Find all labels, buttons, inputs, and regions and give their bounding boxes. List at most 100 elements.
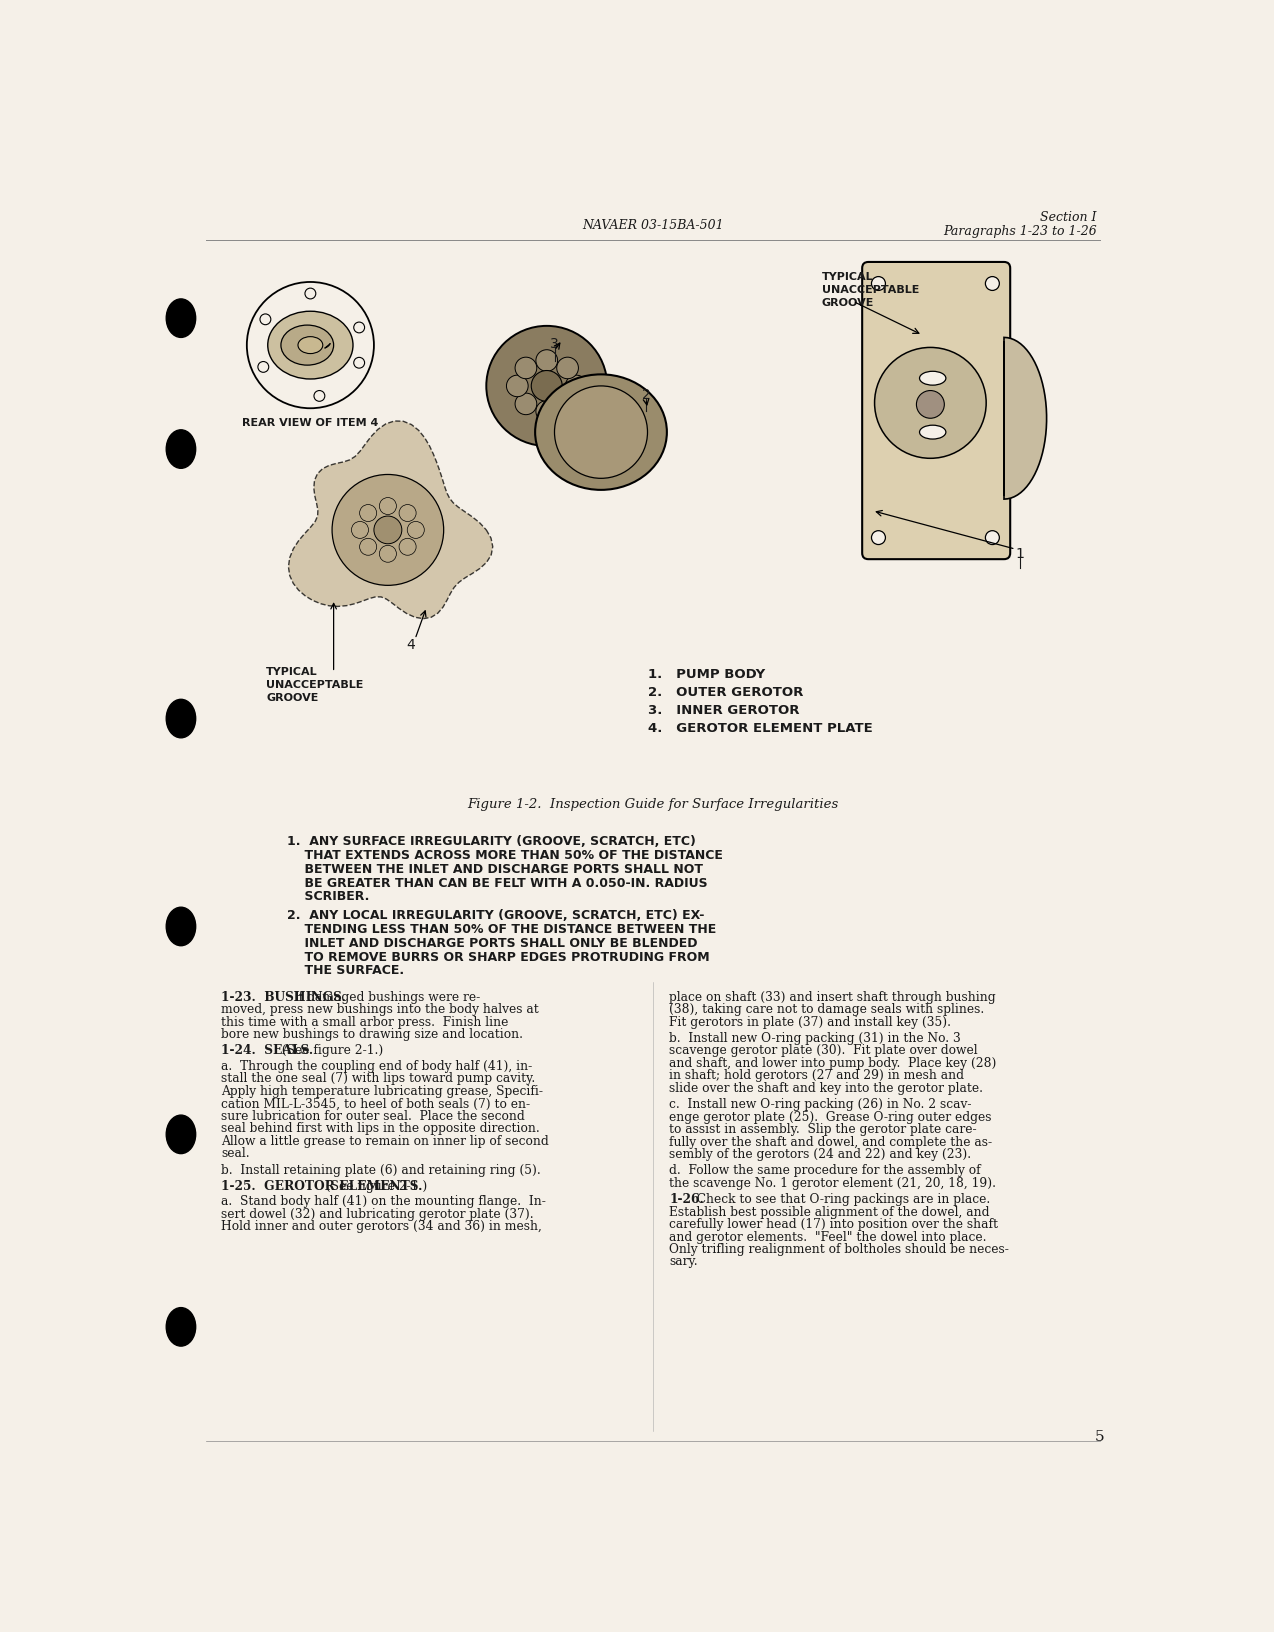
Circle shape	[916, 392, 944, 419]
Circle shape	[375, 517, 401, 545]
Circle shape	[354, 357, 364, 369]
Text: TYPICAL: TYPICAL	[822, 271, 874, 282]
Text: 1: 1	[1015, 547, 1024, 561]
Ellipse shape	[920, 426, 945, 439]
Text: the scavenge No. 1 gerotor element (21, 20, 18, 19).: the scavenge No. 1 gerotor element (21, …	[669, 1177, 996, 1190]
Text: UNACCEPTABLE: UNACCEPTABLE	[266, 679, 363, 689]
Text: Paragraphs 1-23 to 1-26: Paragraphs 1-23 to 1-26	[943, 225, 1097, 238]
Text: TYPICAL: TYPICAL	[266, 666, 317, 676]
Text: scavenge gerotor plate (30).  Fit plate over dowel: scavenge gerotor plate (30). Fit plate o…	[669, 1044, 978, 1056]
Circle shape	[531, 372, 562, 401]
Text: fully over the shaft and dowel, and complete the as-: fully over the shaft and dowel, and comp…	[669, 1134, 992, 1147]
Text: cation MIL-L-3545, to heel of both seals (7) to en-: cation MIL-L-3545, to heel of both seals…	[222, 1097, 530, 1110]
Ellipse shape	[166, 431, 196, 468]
Circle shape	[487, 326, 608, 447]
Text: this time with a small arbor press.  Finish line: this time with a small arbor press. Fini…	[222, 1015, 508, 1028]
Circle shape	[257, 362, 269, 374]
Text: a.  Stand body half (41) on the mounting flange.  In-: a. Stand body half (41) on the mounting …	[222, 1195, 547, 1208]
Ellipse shape	[166, 907, 196, 947]
Text: enge gerotor plate (25).  Grease O-ring outer edges: enge gerotor plate (25). Grease O-ring o…	[669, 1110, 991, 1123]
Text: BETWEEN THE INLET AND DISCHARGE PORTS SHALL NOT: BETWEEN THE INLET AND DISCHARGE PORTS SH…	[287, 862, 703, 875]
Text: Check to see that O-ring packings are in place.: Check to see that O-ring packings are in…	[689, 1193, 991, 1206]
Circle shape	[354, 323, 364, 333]
Text: seal behind first with lips in the opposite direction.: seal behind first with lips in the oppos…	[222, 1121, 540, 1134]
Text: 2.  ANY LOCAL IRREGULARITY (GROOVE, SCRATCH, ETC) EX-: 2. ANY LOCAL IRREGULARITY (GROOVE, SCRAT…	[287, 909, 705, 922]
Ellipse shape	[535, 375, 666, 491]
Text: If damaged bushings were re-: If damaged bushings were re-	[285, 991, 480, 1004]
Text: Establish best possible alignment of the dowel, and: Establish best possible alignment of the…	[669, 1204, 990, 1217]
Text: GROOVE: GROOVE	[266, 692, 318, 702]
Circle shape	[515, 357, 536, 380]
Text: 2.   OUTER GEROTOR: 2. OUTER GEROTOR	[647, 685, 803, 698]
Text: place on shaft (33) and insert shaft through bushing: place on shaft (33) and insert shaft thr…	[669, 991, 996, 1004]
Text: Allow a little grease to remain on inner lip of second: Allow a little grease to remain on inner…	[222, 1134, 549, 1147]
Circle shape	[515, 393, 536, 416]
Circle shape	[566, 375, 587, 398]
Circle shape	[399, 539, 417, 557]
Text: Fit gerotors in plate (37) and install key (35).: Fit gerotors in plate (37) and install k…	[669, 1015, 952, 1028]
Text: 1-26.: 1-26.	[669, 1193, 705, 1206]
Circle shape	[380, 547, 396, 563]
Text: sure lubrication for outer seal.  Place the second: sure lubrication for outer seal. Place t…	[222, 1110, 525, 1123]
Circle shape	[874, 348, 986, 459]
Text: slide over the shaft and key into the gerotor plate.: slide over the shaft and key into the ge…	[669, 1080, 984, 1093]
Circle shape	[313, 392, 325, 401]
Text: Figure 1-2.  Inspection Guide for Surface Irregularities: Figure 1-2. Inspection Guide for Surface…	[468, 798, 838, 809]
Text: THE SURFACE.: THE SURFACE.	[287, 965, 404, 978]
Circle shape	[408, 522, 424, 539]
Text: THAT EXTENDS ACROSS MORE THAN 50% OF THE DISTANCE: THAT EXTENDS ACROSS MORE THAN 50% OF THE…	[287, 849, 724, 862]
Text: 5: 5	[1096, 1430, 1105, 1443]
Text: Only trifling realignment of boltholes should be neces-: Only trifling realignment of boltholes s…	[669, 1242, 1009, 1255]
Ellipse shape	[298, 338, 322, 354]
Ellipse shape	[166, 1307, 196, 1346]
Text: 1-25.  GEROTOR ELEMENTS.: 1-25. GEROTOR ELEMENTS.	[222, 1180, 423, 1191]
Text: sembly of the gerotors (24 and 22) and key (23).: sembly of the gerotors (24 and 22) and k…	[669, 1147, 971, 1160]
Text: (See figure 2-1.): (See figure 2-1.)	[318, 1180, 427, 1191]
Ellipse shape	[166, 700, 196, 738]
Text: in shaft; hold gerotors (27 and 29) in mesh and: in shaft; hold gerotors (27 and 29) in m…	[669, 1069, 964, 1082]
Ellipse shape	[166, 1115, 196, 1154]
Text: INLET AND DISCHARGE PORTS SHALL ONLY BE BLENDED: INLET AND DISCHARGE PORTS SHALL ONLY BE …	[287, 937, 698, 950]
Ellipse shape	[268, 312, 353, 380]
Text: and gerotor elements.  "Feel" the dowel into place.: and gerotor elements. "Feel" the dowel i…	[669, 1231, 986, 1244]
Text: stall the one seal (7) with lips toward pump cavity.: stall the one seal (7) with lips toward …	[222, 1072, 535, 1085]
Circle shape	[304, 289, 316, 300]
Ellipse shape	[282, 326, 334, 366]
Polygon shape	[1004, 338, 1046, 499]
Circle shape	[557, 393, 578, 416]
Text: d.  Follow the same procedure for the assembly of: d. Follow the same procedure for the ass…	[669, 1164, 981, 1177]
Polygon shape	[325, 344, 330, 349]
Circle shape	[380, 498, 396, 516]
Circle shape	[359, 506, 377, 522]
Circle shape	[985, 532, 999, 545]
Text: 1-24.  SEALS.: 1-24. SEALS.	[222, 1044, 313, 1056]
Circle shape	[536, 351, 558, 372]
Text: UNACCEPTABLE: UNACCEPTABLE	[822, 284, 920, 295]
Text: to assist in assembly.  Slip the gerotor plate care-: to assist in assembly. Slip the gerotor …	[669, 1123, 977, 1136]
Circle shape	[871, 277, 885, 290]
Polygon shape	[288, 421, 493, 619]
Text: (See figure 2-1.): (See figure 2-1.)	[274, 1044, 383, 1056]
Text: SCRIBER.: SCRIBER.	[287, 889, 369, 902]
Circle shape	[557, 357, 578, 380]
Text: GROOVE: GROOVE	[822, 297, 874, 308]
Text: 1.  ANY SURFACE IRREGULARITY (GROOVE, SCRATCH, ETC): 1. ANY SURFACE IRREGULARITY (GROOVE, SCR…	[287, 834, 696, 847]
Text: 1.   PUMP BODY: 1. PUMP BODY	[647, 667, 764, 681]
Circle shape	[359, 539, 377, 557]
Text: 4: 4	[406, 638, 415, 651]
Circle shape	[507, 375, 529, 398]
Text: seal.: seal.	[222, 1147, 250, 1159]
Text: (38), taking care not to damage seals with splines.: (38), taking care not to damage seals wi…	[669, 1002, 985, 1015]
Ellipse shape	[166, 300, 196, 338]
Text: BE GREATER THAN CAN BE FELT WITH A 0.050-IN. RADIUS: BE GREATER THAN CAN BE FELT WITH A 0.050…	[287, 876, 708, 889]
Circle shape	[985, 277, 999, 290]
Circle shape	[333, 475, 443, 586]
Text: Hold inner and outer gerotors (34 and 36) in mesh,: Hold inner and outer gerotors (34 and 36…	[222, 1219, 543, 1232]
FancyBboxPatch shape	[862, 263, 1010, 560]
Text: NAVAER 03-15BA-501: NAVAER 03-15BA-501	[582, 219, 724, 232]
Text: Section I: Section I	[1041, 211, 1097, 224]
Text: 4.   GEROTOR ELEMENT PLATE: 4. GEROTOR ELEMENT PLATE	[647, 721, 873, 734]
Text: 1-23.  BUSHINGS.: 1-23. BUSHINGS.	[222, 991, 347, 1004]
Text: 2: 2	[642, 387, 650, 401]
Circle shape	[352, 522, 368, 539]
